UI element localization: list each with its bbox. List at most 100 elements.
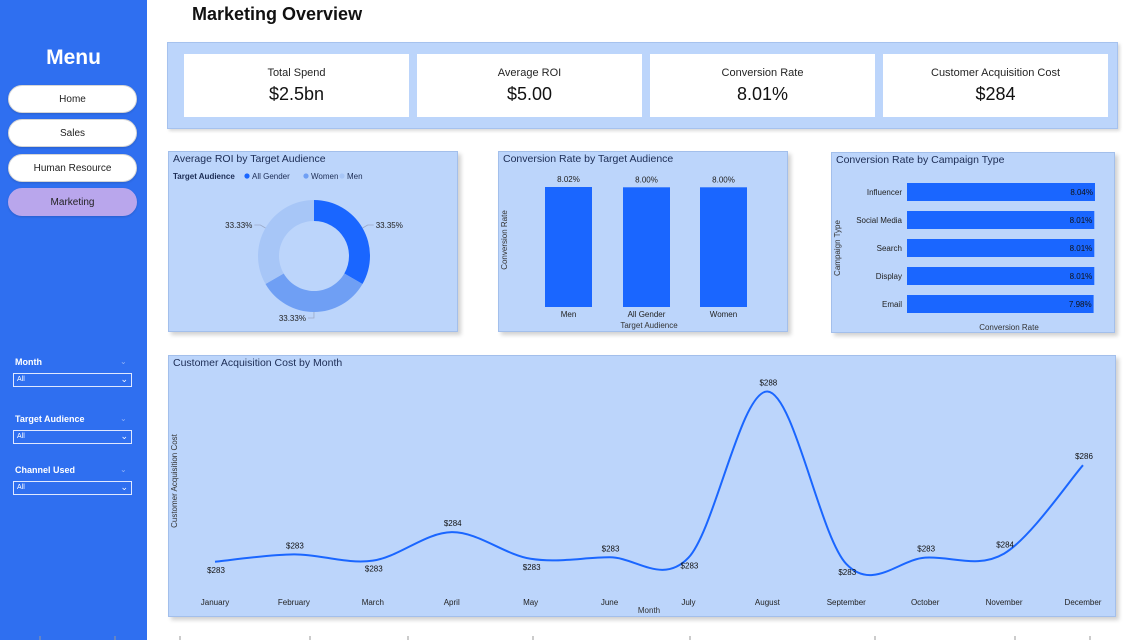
legend-marker-men [339, 173, 345, 179]
hbar-value-influencer: 8.04% [1070, 188, 1093, 197]
target-audience-filter-label: Target Audience [15, 414, 85, 424]
hbar-email[interactable] [907, 295, 1094, 313]
kpi-label: Average ROI [497, 67, 562, 79]
hbar-y-axis-label: Campaign Type [833, 220, 842, 276]
kpi-value: $2.5bn [268, 84, 325, 104]
vbar-bars: 8.02% Men 8.00% All Gender 8.00% Women [545, 175, 747, 319]
hbar-value-email: 7.98% [1069, 300, 1092, 309]
month-filter-value: All [17, 376, 25, 383]
conversion-audience-panel: Conversion Rate by Target Audience Conve… [498, 151, 788, 332]
vbar-women[interactable] [700, 187, 747, 307]
sidebar: Menu Home Sales Human Resource Marketing… [0, 0, 147, 640]
line-month-november: November [986, 598, 1023, 607]
legend-marker-women [303, 173, 309, 179]
donut-legend-title: Target Audience [173, 172, 235, 181]
menu-title: Menu [46, 46, 101, 69]
cac-month-title: Customer Acquisition Cost by Month [173, 357, 343, 369]
line-month-april: April [444, 598, 460, 607]
donut-labels: 33.35% 33.33% 33.33% [225, 221, 403, 323]
nav-home-button[interactable]: Home [8, 85, 137, 113]
line-value-december: $286 [1075, 452, 1093, 461]
channel-used-filter-chevron-icon[interactable]: ⌄ [120, 465, 127, 474]
hbar-display[interactable] [907, 267, 1095, 285]
donut-arcs [258, 200, 370, 312]
conversion-audience-chart: Conversion Rate Target Audience 8.02% Men… [500, 175, 747, 330]
line-value-march: $283 [365, 565, 383, 574]
nav-marketing-button[interactable]: Marketing [8, 188, 137, 216]
chevron-down-icon: ⌄ [120, 374, 128, 384]
line-value-october: $283 [917, 545, 935, 554]
conversion-campaign-chart: Campaign Type Conversion Rate Influencer… [833, 183, 1095, 332]
hbar-value-search: 8.01% [1070, 244, 1093, 253]
target-audience-filter-value: All [17, 433, 25, 440]
line-value-september: $283 [838, 568, 856, 577]
hbar-influencer[interactable] [907, 183, 1095, 201]
line-value-january: $283 [207, 566, 225, 575]
roi-donut-title: Average ROI by Target Audience [173, 153, 326, 165]
hbar-category-display: Display [876, 272, 902, 281]
cac-month-chart: Customer Acquisition Cost Month $283$283… [170, 379, 1102, 615]
vbar-men[interactable] [545, 187, 592, 307]
kpi-card-conversion-rate: Conversion Rate 8.01% [650, 54, 875, 117]
kpi-card-total-spend: Total Spend $2.5bn [184, 54, 409, 117]
line-month-march: March [362, 598, 384, 607]
vbar-value-all-gender: 8.00% [635, 175, 658, 184]
target-audience-filter-select[interactable]: All ⌄ [13, 430, 132, 444]
target-audience-filter-chevron-icon[interactable]: ⌄ [120, 414, 127, 423]
kpi-label: Total Spend [267, 67, 326, 79]
donut-leader-line [307, 311, 315, 319]
legend-label-women[interactable]: Women [311, 172, 338, 181]
cac-month-panel: Customer Acquisition Cost by Month Custo… [168, 355, 1116, 617]
vbar-x-axis-label: Target Audience [620, 321, 678, 330]
hbar-category-email: Email [882, 300, 902, 309]
line-value-november: $284 [996, 541, 1014, 550]
line-data-labels: $283 $283 $283 $284 $283 $283 $283 $288 $283 $283… [207, 379, 1093, 577]
donut-data-label-all-gender: 33.35% [376, 221, 403, 230]
channel-used-filter-select[interactable]: All ⌄ [13, 481, 132, 495]
line-month-february: February [278, 598, 310, 607]
conversion-campaign-title: Conversion Rate by Campaign Type [836, 154, 1005, 166]
conversion-campaign-panel: Conversion Rate by Campaign Type Campaig… [831, 152, 1115, 333]
hbar-category-search: Search [877, 244, 902, 253]
hbar-category-social-media: Social Media [856, 216, 902, 225]
vbar-value-women: 8.00% [712, 175, 735, 184]
line-month-june: June [601, 598, 619, 607]
roi-donut-panel: Average ROI by Target Audience Target Au… [168, 151, 458, 332]
line-month-october: October [911, 598, 940, 607]
conversion-audience-title: Conversion Rate by Target Audience [503, 153, 674, 165]
donut-legend: All Gender Women Men [244, 172, 363, 181]
line-value-april: $284 [444, 519, 462, 528]
line-value-june: $283 [602, 544, 620, 553]
vbar-category-women: Women [710, 310, 737, 319]
nav-human-resource-button[interactable]: Human Resource [8, 154, 137, 182]
hbar-search[interactable] [907, 239, 1095, 257]
donut-slice-men[interactable] [258, 200, 314, 284]
line-value-february: $283 [286, 541, 304, 550]
donut-slice-all-gender[interactable] [314, 200, 370, 285]
roi-donut-chart: Target Audience All Gender Women Men 33.35… [173, 172, 403, 323]
legend-label-men[interactable]: Men [347, 172, 363, 181]
donut-slice-women[interactable] [265, 273, 363, 312]
vbar-y-axis-label: Conversion Rate [500, 210, 509, 270]
line-month-july: July [681, 598, 695, 607]
legend-label-all-gender[interactable]: All Gender [252, 172, 290, 181]
kpi-label: Conversion Rate [721, 67, 804, 79]
vbar-all-gender[interactable] [623, 187, 670, 307]
nav-sales-button[interactable]: Sales [8, 119, 137, 147]
line-month-may: May [523, 598, 538, 607]
channel-used-filter-value: All [17, 484, 25, 491]
bottom-scroll-ticks [39, 636, 1091, 640]
month-filter-select[interactable]: All ⌄ [13, 373, 132, 387]
hbar-social-media[interactable] [907, 211, 1095, 229]
hbar-x-axis-label: Conversion Rate [979, 323, 1039, 332]
line-value-may: $283 [523, 563, 541, 572]
line-x-ticks: January February March April May June July Augu… [201, 598, 1102, 607]
vbar-value-men: 8.02% [557, 175, 580, 184]
line-month-september: September [827, 598, 866, 607]
kpi-card-average-roi: Average ROI $5.00 [417, 54, 642, 117]
month-filter-chevron-icon[interactable]: ⌄ [120, 357, 127, 366]
kpi-value: 8.01% [736, 84, 789, 104]
hbar-value-display: 8.01% [1070, 272, 1093, 281]
line-month-december: December [1065, 598, 1102, 607]
